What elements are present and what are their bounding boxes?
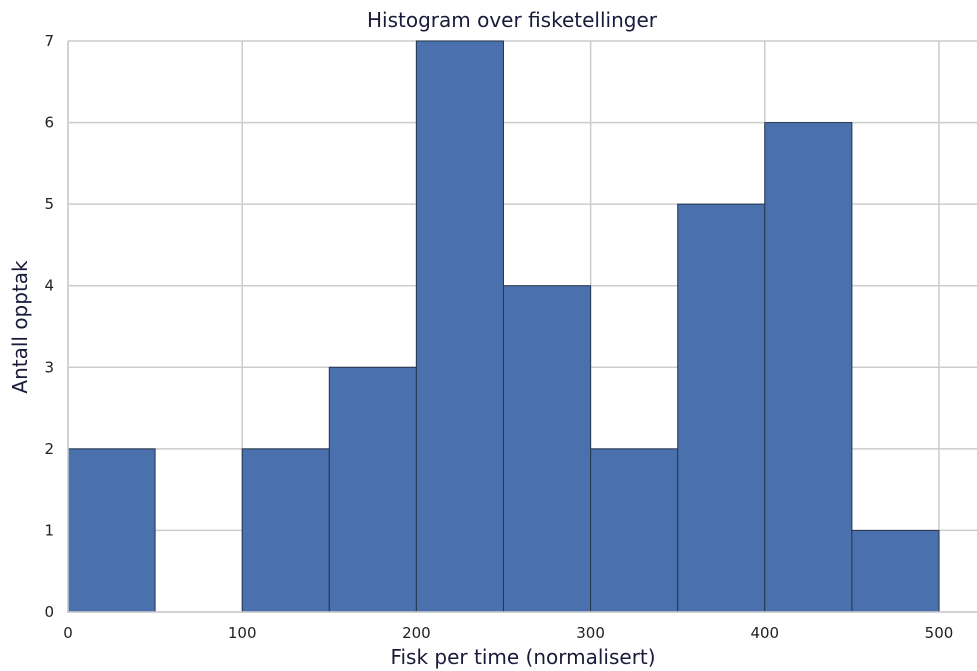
y-tick-label: 0 [44,603,54,621]
x-tick-label: 300 [576,624,605,642]
histogram-bar [503,285,592,613]
histogram-bar [764,122,853,613]
x-tick-label: 0 [63,624,73,642]
y-axis-title: Antall opptak [8,260,32,394]
histogram-bar [415,40,504,613]
chart-title: Histogram over fisketellinger [367,8,658,32]
histogram-bar [590,448,679,613]
y-tick-label: 6 [44,114,54,132]
histogram-bar [851,529,940,613]
histogram-bar [328,366,417,613]
y-tick-label: 4 [44,277,54,295]
bars [67,40,940,613]
y-tick-label: 1 [44,521,54,539]
y-tick-label: 5 [44,195,54,213]
x-tick-label: 400 [750,624,779,642]
histogram-bar [677,203,766,613]
y-tick-label: 7 [44,32,54,50]
y-tick-labels: 0 1 2 3 4 5 6 7 [44,32,54,621]
y-tick-label: 2 [44,440,54,458]
x-tick-label: 200 [402,624,431,642]
y-tick-label: 3 [44,358,54,376]
histogram-bar [67,448,156,613]
x-tick-label: 500 [925,624,954,642]
x-tick-labels: 0 100 200 300 400 500 [63,624,953,642]
axes [67,41,977,613]
histogram-bar [241,448,330,613]
x-tick-label: 100 [228,624,257,642]
x-axis-title: Fisk per time (normalisert) [390,645,655,669]
